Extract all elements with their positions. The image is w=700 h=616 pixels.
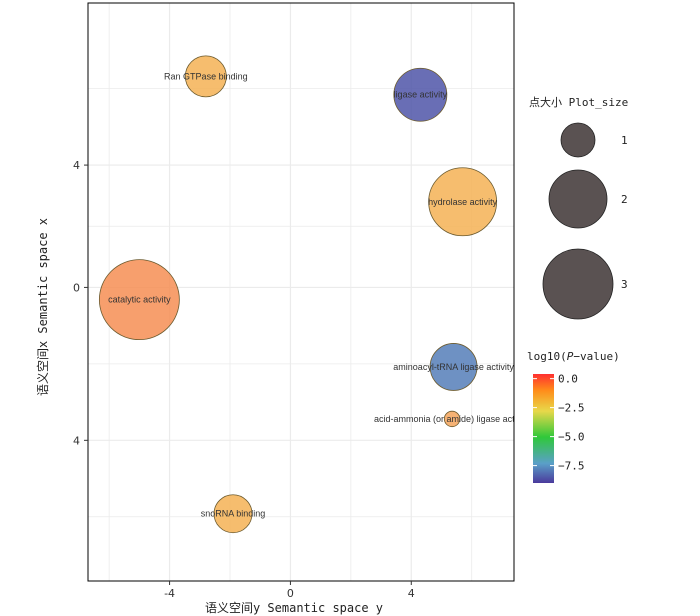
colorbar-tick-label: −5.0: [558, 431, 585, 444]
bubble-label: hydrolase activity: [428, 197, 498, 207]
size-legend-label: 1: [621, 134, 628, 147]
bubble: [393, 67, 448, 122]
bubble-labels: Ran GTPase binding ligase activity hydrola…: [108, 71, 530, 518]
size-legend-key: [560, 122, 596, 158]
size-legend-label: 3: [621, 278, 628, 291]
bubble: [213, 494, 253, 534]
bubble-label: catalytic activity: [108, 295, 171, 305]
x-tick-label: 4: [408, 587, 415, 600]
size-legend: 点大小 Plot_size 1 2 3: [529, 95, 628, 320]
plot-clip-mask: [514, 0, 700, 616]
y-axis-title: 语义空间x Semantic space x: [36, 218, 50, 396]
colorbar-tick-label: 0.0: [558, 373, 578, 386]
color-legend-title-italic: P: [567, 350, 574, 363]
bubble: [443, 410, 461, 428]
size-legend-key: [548, 169, 608, 229]
bubble-label: Ran GTPase binding: [164, 71, 248, 81]
x-axis-title: 语义空间y Semantic space y: [205, 601, 383, 615]
color-legend: log10(P−value) 0.0 −2.5 −5.0 −7.5: [527, 350, 620, 483]
colorbar-tick-label: −7.5: [558, 460, 585, 473]
colorbar: [533, 374, 554, 483]
bubble: [98, 259, 180, 341]
axis-ticks: -4 0 4 4 0 4: [73, 159, 415, 600]
bubble: [429, 343, 478, 391]
color-legend-title: log10(P−value): [527, 350, 620, 363]
y-tick-label: 4: [73, 434, 80, 447]
bubble-label: acid-ammonia (or amide) ligase activity: [374, 414, 531, 424]
bubble-label: ligase activity: [394, 90, 448, 100]
bubble: [428, 167, 498, 237]
bubble-label: aminoacyl-tRNA ligase activity: [393, 362, 514, 372]
x-tick-label: 0: [287, 587, 294, 600]
plot-frame: [87, 2, 515, 582]
color-legend-title-prefix: log10(: [527, 350, 567, 363]
bubble-label: snoRNA binding: [201, 509, 266, 519]
y-tick-label: 4: [73, 159, 80, 172]
bubbles: [98, 55, 498, 534]
colorbar-tick-label: −2.5: [558, 402, 585, 415]
size-legend-title: 点大小 Plot_size: [529, 95, 628, 109]
y-tick-label: 0: [73, 281, 80, 294]
color-legend-title-suffix: −value): [573, 350, 619, 363]
size-legend-key: [542, 248, 614, 320]
size-legend-label: 2: [621, 193, 628, 206]
x-tick-label: -4: [164, 587, 175, 600]
bubble: [184, 55, 227, 98]
